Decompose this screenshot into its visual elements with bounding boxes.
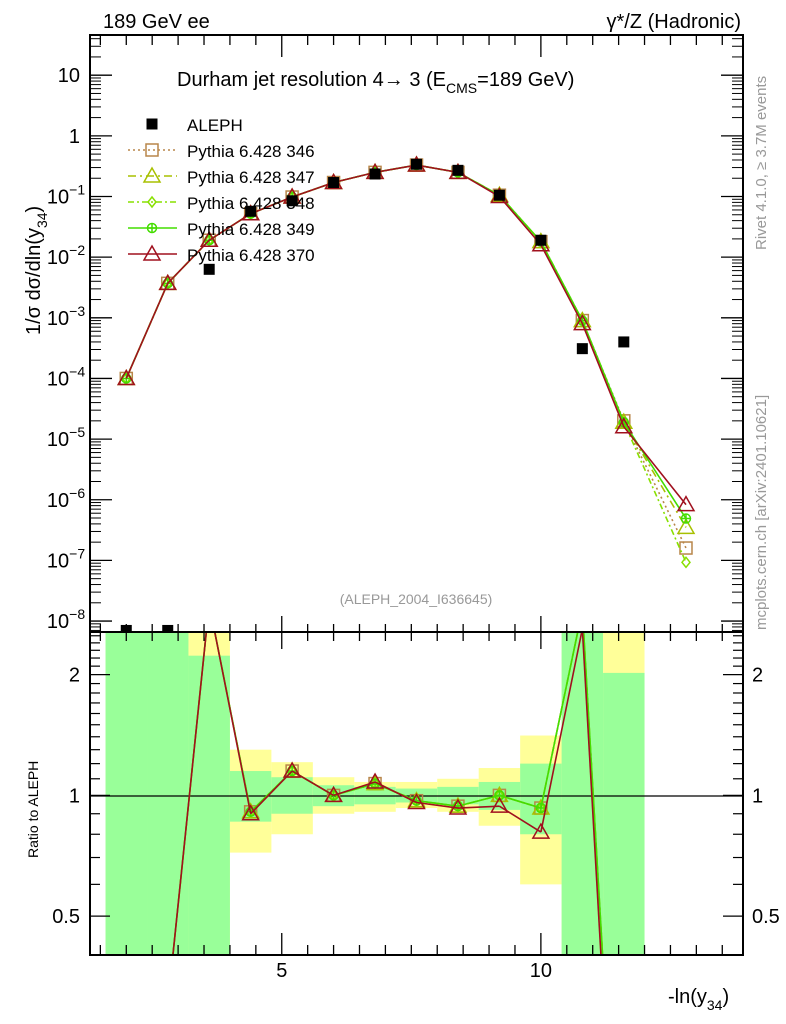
series-349-ratio-segment [457, 794, 500, 807]
series-370-ratio-point [241, 804, 260, 821]
series-349-ratio-point-cross [536, 803, 546, 813]
legend-370-marker [142, 244, 162, 261]
mcplots-reference-text: mcplots.cern.ch [arXiv:2401.10621] [753, 395, 770, 630]
stat-uncertainty-band [147, 633, 189, 955]
aleph-data-point [411, 158, 422, 170]
series-347-point [676, 517, 696, 535]
legend-349-label: Pythia 6.428 349 [187, 220, 315, 239]
aleph-data-point [286, 195, 298, 207]
aleph-data-point [618, 336, 630, 348]
y-axis-label: 1/σ dσ/dln(y34) [23, 206, 50, 335]
aleph-data-point [162, 624, 174, 632]
y-tick-label: 10−3 [47, 303, 85, 330]
ratio-tick-label-right: 0.5 [752, 906, 780, 928]
series-370-ratio-point [365, 772, 385, 789]
legend-348-label: Pythia 6.428 348 [187, 194, 315, 213]
main-series [116, 155, 696, 632]
y-tick-label: 1 [69, 126, 80, 148]
legend-aleph-marker [146, 118, 158, 130]
x-tick-label: 10 [530, 960, 552, 982]
stat-uncertainty-band [105, 633, 148, 955]
ratio-axis-label: Ratio to ALEPH [25, 761, 41, 858]
header-left: 189 GeV ee [103, 11, 210, 33]
ratio-tick-label-right: 2 [752, 665, 763, 687]
aleph-data-point [203, 263, 215, 275]
legend-346-marker [145, 143, 159, 157]
series-370-ratio-point [282, 761, 302, 778]
ratio-series [172, 633, 604, 955]
y-tick-label: 10−8 [47, 606, 85, 633]
stat-uncertainty-band [188, 655, 230, 955]
legend-370-label: Pythia 6.428 370 [187, 246, 315, 265]
aleph-data-point [493, 189, 505, 201]
ratio-tick-label-right: 1 [752, 785, 763, 807]
aleph-data-point [452, 164, 464, 176]
x-tick-label: 5 [276, 960, 287, 982]
series-370-ratio-point [407, 792, 426, 810]
rivet-version-text: Rivet 4.1.0, ≥ 3.7M events [753, 76, 770, 250]
series-370-ratio-segment [581, 633, 602, 955]
series-370-ratio-segment [214, 633, 252, 814]
series-349-line [125, 164, 687, 519]
series-370-point [116, 368, 136, 386]
series-349-ratio-point-cross [287, 766, 297, 776]
series-349-point-cross [681, 514, 691, 524]
stat-uncertainty-band [603, 672, 645, 955]
series-370-ratio-point [324, 785, 343, 803]
y-tick-label: 10−7 [47, 545, 85, 572]
series-370-ratio-segment [172, 633, 207, 955]
legend: ALEPH Pythia 6.428 346 Pythia 6.428 347 Pyt… [128, 116, 315, 265]
aleph-data-point [535, 234, 547, 246]
series-370-line [125, 164, 687, 506]
series-370-point [158, 273, 178, 291]
series-346-point [679, 541, 693, 555]
series-349-ratio-segment [540, 633, 579, 809]
series-370-ratio-point [531, 822, 551, 839]
series-370-ratio-segment [333, 781, 376, 797]
ratio-frame [89, 631, 744, 956]
y-tick-label: 10−1 [47, 181, 85, 208]
series-370-ratio-segment [250, 770, 293, 815]
plot-title: Durham jet resolution 4→ 3 (ECMS=189 GeV… [177, 69, 574, 96]
ratio-tick-label: 2 [69, 665, 80, 687]
series-370-point [199, 230, 219, 247]
legend-347-marker [142, 166, 162, 183]
y-tick-label: 10−6 [47, 485, 85, 512]
legend-348-marker [147, 195, 157, 209]
series-349-ratio-segment [582, 633, 604, 955]
aleph-data-point [328, 177, 340, 189]
y-tick-label: 10−2 [47, 242, 85, 269]
series-349-ratio-segment [499, 794, 542, 809]
series-348-point [681, 556, 691, 569]
legend-346-label: Pythia 6.428 346 [187, 142, 315, 161]
series-370-ratio-segment [540, 633, 583, 833]
y-tick-label: 10 [58, 65, 80, 87]
series-370-ratio-point [448, 798, 468, 815]
ratio-bands [105, 633, 645, 955]
y-tick-label: 10−5 [47, 424, 85, 451]
legend-349-marker-cross [147, 223, 157, 233]
ratio-tick-label: 0.5 [52, 906, 80, 928]
legend-aleph-label: ALEPH [187, 116, 243, 135]
aleph-data-point [369, 168, 381, 180]
series-370-point [676, 495, 696, 512]
ratio-tick-label: 1 [69, 785, 80, 807]
series-370-point [573, 314, 592, 331]
aleph-data-point [576, 343, 588, 355]
stat-uncertainty-band [561, 633, 604, 955]
aleph-data-point [245, 205, 257, 217]
y-tick-label: 10−4 [47, 363, 85, 390]
legend-347-label: Pythia 6.428 347 [187, 168, 315, 187]
series-370-point [614, 417, 634, 434]
series-370-ratio-point [490, 796, 509, 813]
x-axis-label: -ln(y34) [668, 986, 729, 1013]
header-right: γ*/Z (Hadronic) [607, 11, 741, 33]
series-349-ratio-segment [416, 799, 459, 807]
series-370-ratio-segment [416, 801, 459, 809]
series-370-ratio-segment [457, 805, 500, 809]
analysis-id: (ALEPH_2004_I636645) [340, 591, 493, 607]
